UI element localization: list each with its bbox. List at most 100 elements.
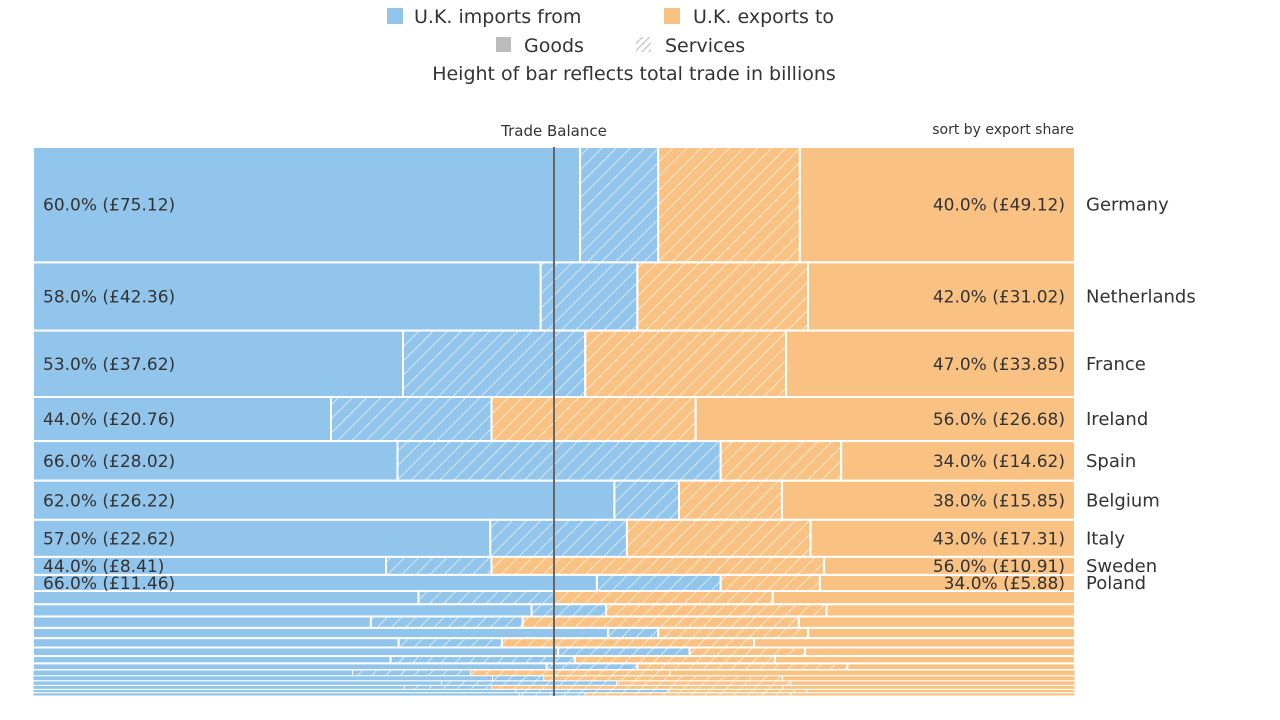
- row-germany-imports-services-bar[interactable]: [579, 146, 660, 264]
- row-ireland-exports-services-bar[interactable]: [490, 396, 697, 443]
- row-ireland-country-label[interactable]: Ireland: [1086, 409, 1148, 430]
- row-minor-3-exports-goods-bar[interactable]: [807, 626, 1076, 640]
- row-netherlands-country-label[interactable]: Netherlands: [1086, 287, 1196, 308]
- row-france-import-label: 53.0% (£37.62): [43, 355, 175, 375]
- row-france-imports-services-bar[interactable]: [402, 329, 587, 399]
- row-minor-11-exports-goods-bar[interactable]: [782, 684, 1076, 690]
- row-minor-13-exports-goods-bar[interactable]: [790, 692, 1076, 697]
- row-minor-10-exports-services-bar[interactable]: [616, 680, 792, 686]
- row-germany-imports-goods-bar[interactable]: [32, 146, 582, 264]
- row-minor-9-imports-goods-bar[interactable]: [32, 675, 493, 682]
- row-minor-2-imports-services-bar[interactable]: [369, 615, 524, 629]
- row-minor-12-imports-goods-bar[interactable]: [32, 688, 517, 694]
- row-minor-5-exports-services-bar[interactable]: [688, 646, 807, 657]
- row-poland-export-label: 34.0% (£5.88): [944, 574, 1065, 594]
- row-minor-2-exports-goods-bar[interactable]: [797, 615, 1077, 629]
- row-minor-4-exports-services-bar[interactable]: [500, 637, 756, 649]
- row-poland-imports-services-bar[interactable]: [595, 573, 722, 593]
- row-minor-0-exports-services-bar[interactable]: [553, 590, 774, 606]
- row-minor-13-exports-services-bar[interactable]: [584, 692, 792, 697]
- row-germany-exports-goods-bar[interactable]: [798, 146, 1077, 264]
- row-minor-7-exports-goods-bar[interactable]: [846, 662, 1077, 672]
- row-minor-10-imports-goods-bar[interactable]: [32, 680, 442, 686]
- row-germany-exports-services-bar[interactable]: [657, 146, 801, 264]
- services-legend-swatch: [636, 37, 651, 52]
- row-france-exports-goods-bar[interactable]: [785, 329, 1076, 399]
- row-spain-exports-services-bar[interactable]: [719, 440, 843, 482]
- row-minor-5-imports-services-bar[interactable]: [557, 646, 691, 657]
- row-minor-1-exports-services-bar[interactable]: [605, 603, 828, 618]
- row-ireland-imports-services-bar[interactable]: [330, 396, 493, 443]
- row-belgium-exports-goods-bar[interactable]: [781, 479, 1076, 521]
- row-minor-8-imports-goods-bar[interactable]: [32, 669, 353, 677]
- row-minor-11-imports-goods-bar[interactable]: [32, 684, 405, 690]
- row-minor-0-imports-services-bar[interactable]: [417, 590, 555, 606]
- row-sweden-country-label[interactable]: Sweden: [1086, 556, 1157, 577]
- row-spain-country-label[interactable]: Spain: [1086, 451, 1136, 472]
- row-minor-10-exports-goods-bar[interactable]: [790, 680, 1076, 686]
- row-minor-1-exports-goods-bar[interactable]: [825, 603, 1076, 618]
- row-minor-7-exports-services-bar[interactable]: [636, 662, 849, 672]
- row-belgium-country-label[interactable]: Belgium: [1086, 490, 1160, 511]
- row-sweden-export-label: 56.0% (£10.91): [933, 557, 1065, 577]
- row-minor-4-exports-goods-bar[interactable]: [753, 637, 1076, 649]
- row-minor-11-exports-services-bar[interactable]: [491, 684, 784, 690]
- row-minor-3-imports-goods-bar[interactable]: [32, 626, 610, 640]
- row-minor-6-imports-goods-bar[interactable]: [32, 655, 392, 665]
- row-belgium-imports-services-bar[interactable]: [613, 479, 681, 521]
- row-germany-country-label[interactable]: Germany: [1086, 195, 1169, 216]
- row-minor-8-imports-services-bar[interactable]: [352, 669, 472, 677]
- row-spain-imports-goods-bar[interactable]: [32, 440, 399, 482]
- row-netherlands-imports-services-bar[interactable]: [539, 261, 639, 332]
- row-italy-country-label[interactable]: Italy: [1086, 528, 1125, 549]
- row-minor-3-imports-services-bar[interactable]: [607, 626, 660, 640]
- row-minor-9-exports-goods-bar[interactable]: [782, 675, 1076, 682]
- row-minor-13-imports-services-bar[interactable]: [518, 692, 586, 697]
- row-netherlands-exports-services-bar[interactable]: [636, 261, 810, 332]
- row-minor-1-imports-goods-bar[interactable]: [32, 603, 533, 618]
- row-minor-2-imports-goods-bar[interactable]: [32, 615, 372, 629]
- row-minor-4-imports-goods-bar[interactable]: [32, 637, 400, 649]
- row-france-country-label[interactable]: France: [1086, 354, 1146, 375]
- row-sweden-imports-services-bar[interactable]: [385, 555, 493, 576]
- row-poland-exports-services-bar[interactable]: [719, 573, 821, 593]
- row-minor-3-exports-services-bar[interactable]: [657, 626, 810, 640]
- row-minor-2-exports-services-bar[interactable]: [521, 615, 800, 629]
- row-minor-7-imports-goods-bar[interactable]: [32, 662, 548, 672]
- row-minor-8-exports-goods-bar[interactable]: [669, 669, 1076, 677]
- row-spain-export-label: 34.0% (£14.62): [933, 452, 1065, 472]
- row-ireland-exports-goods-bar[interactable]: [694, 396, 1076, 443]
- row-spain-imports-services-bar[interactable]: [396, 440, 722, 482]
- row-spain-exports-goods-bar[interactable]: [840, 440, 1077, 482]
- row-minor-10-imports-services-bar[interactable]: [441, 680, 618, 686]
- row-netherlands-import-label: 58.0% (£42.36): [43, 288, 175, 308]
- row-minor-12-imports-services-bar[interactable]: [515, 688, 670, 694]
- row-italy-imports-services-bar[interactable]: [489, 518, 628, 558]
- row-france-exports-services-bar[interactable]: [584, 329, 788, 399]
- row-netherlands-exports-goods-bar[interactable]: [807, 261, 1076, 332]
- row-minor-5-exports-goods-bar[interactable]: [804, 646, 1076, 657]
- row-minor-6-exports-goods-bar[interactable]: [773, 655, 1077, 665]
- row-belgium-imports-goods-bar[interactable]: [32, 479, 616, 521]
- row-minor-6-exports-services-bar[interactable]: [573, 655, 776, 665]
- row-poland-country-label[interactable]: Poland: [1086, 573, 1146, 594]
- row-minor-9-imports-services-bar[interactable]: [492, 675, 545, 682]
- row-minor-12-exports-goods-bar[interactable]: [806, 688, 1076, 694]
- row-sweden-exports-services-bar[interactable]: [490, 555, 826, 576]
- row-minor-13-imports-goods-bar[interactable]: [32, 692, 520, 697]
- row-belgium-exports-services-bar[interactable]: [678, 479, 783, 521]
- row-minor-4-imports-services-bar[interactable]: [397, 637, 503, 649]
- sort-by-export-share-link[interactable]: sort by export share: [932, 122, 1074, 138]
- row-italy-exports-services-bar[interactable]: [625, 518, 812, 558]
- row-minor-5-imports-goods-bar[interactable]: [32, 646, 560, 657]
- row-minor-8-exports-services-bar[interactable]: [470, 669, 671, 677]
- row-minor-1-imports-services-bar[interactable]: [530, 603, 608, 618]
- row-minor-7-imports-services-bar[interactable]: [545, 662, 639, 672]
- row-minor-6-imports-services-bar[interactable]: [389, 655, 576, 665]
- row-minor-12-exports-services-bar[interactable]: [668, 688, 808, 694]
- chart-subtitle: Height of bar reflects total trade in bi…: [432, 63, 836, 85]
- row-sweden-import-label: 44.0% (£8.41): [43, 557, 164, 577]
- row-minor-11-imports-services-bar[interactable]: [403, 684, 492, 690]
- row-minor-9-exports-services-bar[interactable]: [543, 675, 784, 682]
